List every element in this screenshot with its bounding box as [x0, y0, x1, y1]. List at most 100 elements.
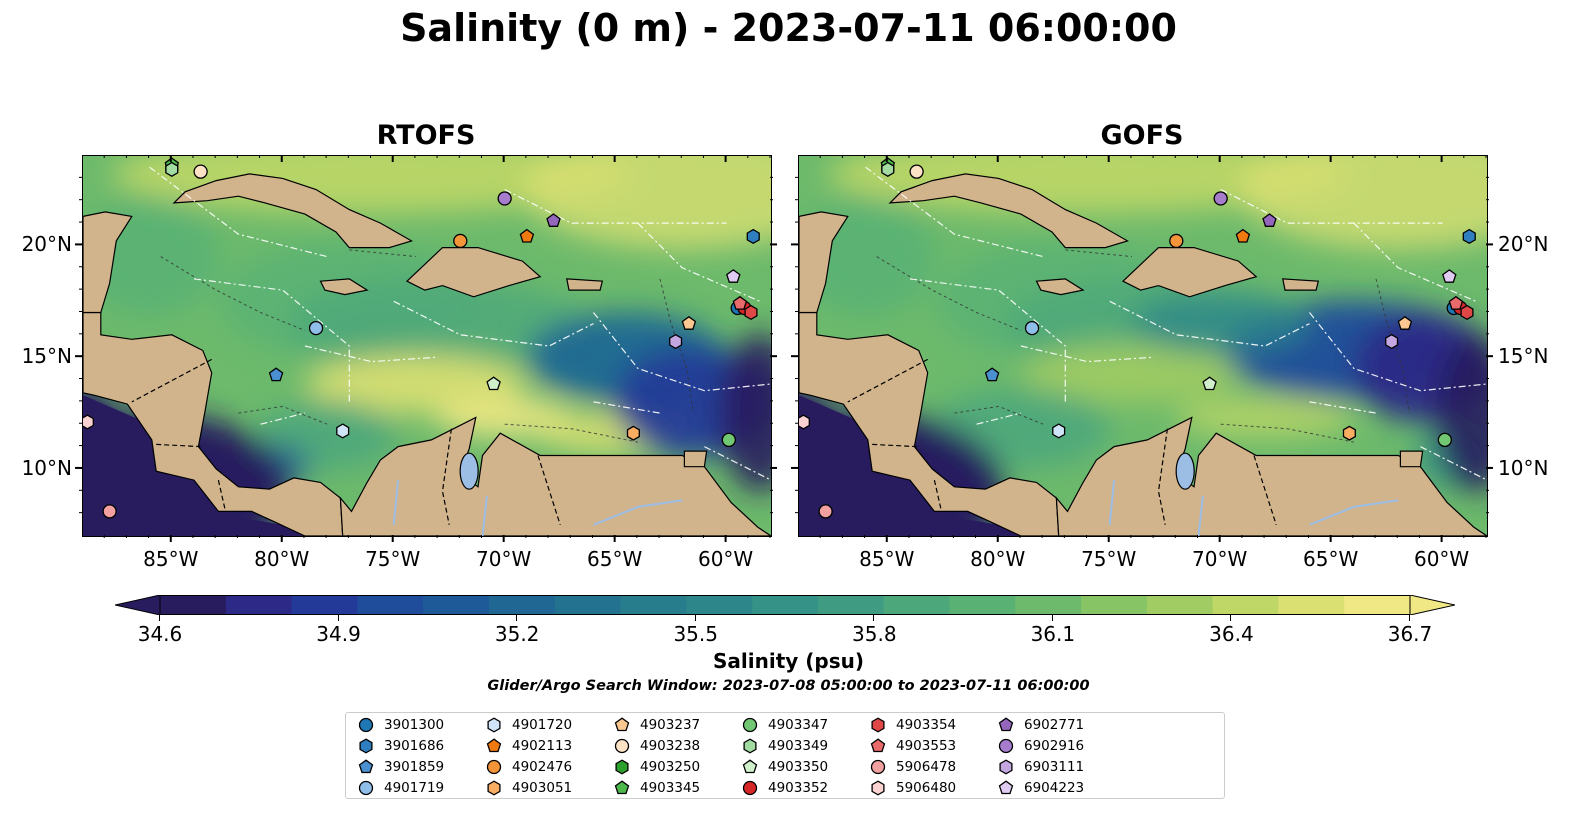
- float-marker-5906478: [102, 504, 117, 519]
- float-marker-4901720: [1052, 423, 1066, 439]
- colorbar-tick-label: 34.6: [137, 622, 183, 646]
- legend-marker-4903347: [742, 717, 758, 733]
- colorbar-tick-mark: [873, 615, 875, 621]
- colorbar-band: [883, 595, 951, 615]
- float-marker-6904223: [726, 269, 741, 283]
- colorbar-band: [1081, 595, 1148, 615]
- legend-label: 3901686: [384, 738, 445, 754]
- pentagon-marker-icon: [614, 717, 630, 732]
- float-marker-6903111: [1385, 333, 1399, 350]
- lat-tick-label: 20°N: [1498, 232, 1549, 257]
- panel-title-rtofs: RTOFS: [376, 120, 476, 151]
- lat-tick-label: 15°N: [1498, 344, 1549, 369]
- circle-marker-icon: [742, 717, 758, 733]
- pentagon-marker-icon: [358, 759, 374, 774]
- legend-item: 4901720: [484, 715, 572, 735]
- float-marker-4903237: [681, 315, 697, 330]
- float-marker-4903350: [1202, 376, 1217, 391]
- float-marker-3901686: [1462, 228, 1476, 245]
- legend-item: 5906480: [868, 778, 956, 798]
- circle-marker-icon: [614, 738, 630, 754]
- lon-tick-label: 60°W: [697, 547, 754, 571]
- circle-marker-icon: [742, 780, 758, 796]
- legend-label: 5906478: [896, 759, 957, 775]
- float-marker-4902113: [1235, 228, 1251, 243]
- legend-item: 6904223: [996, 778, 1084, 798]
- colorbar-tick-label: 35.5: [673, 622, 718, 646]
- colorbar-band: [1212, 595, 1280, 615]
- hexagon-marker-icon: [743, 738, 757, 754]
- legend-label: 4903237: [640, 717, 701, 733]
- lat-tick-label: 10°N: [1498, 455, 1549, 480]
- legend-label: 4903238: [640, 738, 701, 754]
- colorbar: [114, 594, 1456, 616]
- float-marker-4903051: [1342, 425, 1356, 441]
- legend-marker-5906480: [871, 780, 885, 796]
- legend-item: 6902771: [996, 715, 1084, 735]
- legend-marker-6904223: [998, 780, 1014, 795]
- float-marker-4903347: [1437, 432, 1452, 448]
- land-jamaica: [319, 278, 369, 296]
- colorbar-band: [554, 595, 622, 615]
- float-marker-4902113: [519, 228, 535, 243]
- legend-label: 3901300: [384, 717, 445, 733]
- hexagon-marker-icon: [999, 759, 1013, 775]
- legend-label: 4903349: [768, 738, 829, 754]
- float-marker-4903051: [626, 425, 640, 441]
- hexagon-marker-icon: [871, 780, 885, 796]
- colorbar-tick-mark: [1051, 615, 1053, 621]
- legend-marker-4903237: [614, 717, 630, 732]
- colorbar-band: [1015, 595, 1082, 615]
- legend-item: 4903347: [740, 715, 828, 735]
- float-marker-4902476: [1169, 233, 1184, 249]
- lon-tick-label: 75°W: [365, 547, 421, 571]
- colorbar-band: [1278, 595, 1345, 615]
- figure-title: Salinity (0 m) - 2023-07-11 06:00:00: [400, 6, 1177, 50]
- float-marker-4903349: [165, 161, 179, 177]
- colorbar-tick-mark: [1409, 615, 1410, 621]
- lon-tick-label: 75°W: [1081, 547, 1137, 571]
- land-cuba: [172, 173, 414, 249]
- legend-marker-4903051: [487, 780, 501, 796]
- pentagon-marker-icon: [742, 759, 758, 774]
- legend-marker-4901719: [358, 780, 374, 796]
- legend-label: 6903111: [1024, 759, 1085, 775]
- float-marker-4901719: [308, 320, 324, 336]
- float-marker-6904223: [1442, 269, 1457, 283]
- float-marker-3901686: [746, 228, 760, 245]
- float-marker-6902771: [1262, 213, 1277, 227]
- pentagon-marker-icon: [998, 780, 1014, 795]
- legend: 3901300 3901686 3901859 4901719 4901720 49021…: [345, 712, 1225, 799]
- colorbar-band: [1146, 595, 1214, 615]
- land-southAm: [1055, 416, 1487, 536]
- legend-item: 3901686: [356, 736, 444, 756]
- legend-marker-4903238: [614, 738, 630, 754]
- pentagon-marker-icon: [486, 738, 502, 753]
- pentagon-marker-icon: [870, 738, 886, 753]
- float-marker-4903349: [881, 161, 895, 177]
- legend-marker-3901686: [359, 738, 373, 754]
- colorbar-band: [620, 595, 687, 615]
- float-marker-4903238: [193, 164, 208, 179]
- float-marker-5906480: [83, 414, 94, 430]
- land-centralAm: [83, 311, 344, 536]
- legend-marker-4901720: [487, 717, 501, 733]
- legend-label: 6902916: [1024, 738, 1085, 754]
- legend-marker-5906478: [870, 759, 886, 775]
- float-marker-4903350: [486, 376, 501, 391]
- legend-marker-4903352: [742, 780, 758, 796]
- float-marker-4901720: [336, 423, 350, 439]
- colorbar-tick-label: 35.2: [494, 622, 540, 646]
- hexagon-marker-icon: [487, 717, 501, 733]
- colorbar-band: [160, 595, 227, 615]
- float-marker-5906480: [799, 414, 810, 430]
- land-trinidad: [1399, 450, 1424, 468]
- legend-item: 4903553: [868, 736, 956, 756]
- map-rtofs: [82, 155, 772, 537]
- legend-label: 4902476: [512, 759, 573, 775]
- legend-item: 3901300: [356, 715, 444, 735]
- lon-tick-label: 85°W: [143, 547, 199, 571]
- legend-item: 5906478: [868, 757, 956, 777]
- legend-item: 6903111: [996, 757, 1084, 777]
- float-marker-4903347: [721, 432, 736, 448]
